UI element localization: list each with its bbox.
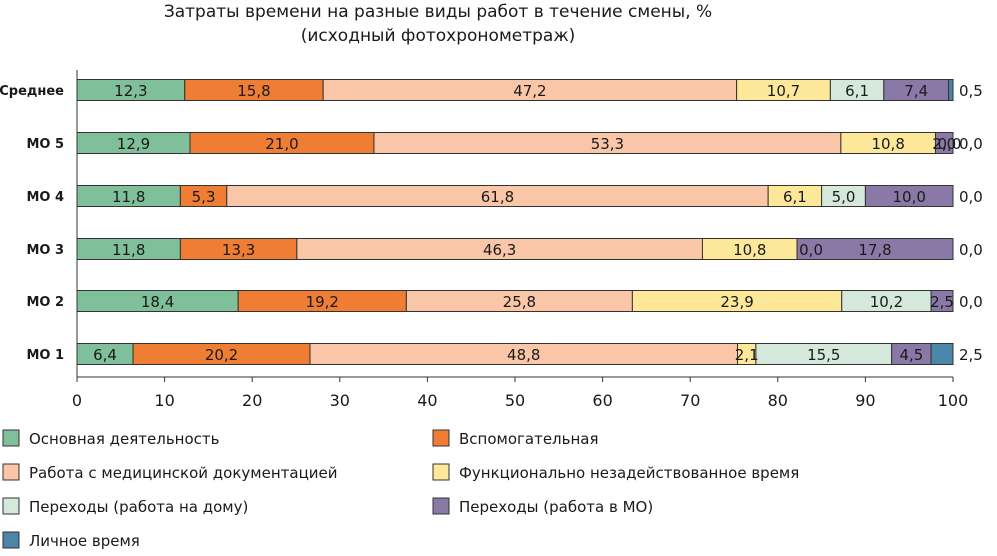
bar-segment [934, 132, 954, 154]
data-label: 4,5 [899, 346, 923, 364]
x-tick-label: 90 [855, 391, 875, 410]
data-label: 11,8 [112, 241, 145, 259]
data-label: 10,2 [870, 293, 903, 311]
data-label: 10,8 [733, 241, 766, 259]
data-label: 5,3 [192, 188, 216, 206]
data-label: 0,0 [959, 241, 983, 259]
x-tick-label: 50 [505, 391, 525, 410]
bar-segment [930, 290, 954, 312]
data-label: 10,8 [871, 135, 904, 153]
x-tick-label: 70 [680, 391, 700, 410]
data-label: 61,8 [481, 188, 514, 206]
data-label: 0,5 [959, 82, 983, 100]
data-label: 47,2 [513, 82, 546, 100]
data-label: 0,0 [959, 135, 983, 153]
data-label: 10,0 [892, 188, 925, 206]
x-tick-label: 30 [330, 391, 350, 410]
bar-segment [796, 238, 954, 260]
legend-swatch [432, 463, 450, 481]
data-label: 13,3 [222, 241, 255, 259]
data-label: 18,4 [141, 293, 174, 311]
data-label: 20,2 [205, 346, 238, 364]
data-label: 11,8 [112, 188, 145, 206]
x-tick-label: 80 [768, 391, 788, 410]
legend-label: Основная деятельность [29, 430, 220, 448]
data-label: 19,2 [306, 293, 339, 311]
data-label: 15,8 [237, 82, 270, 100]
x-axis: 0 10 20 30 40 50 60 70 80 90 100 [72, 70, 968, 410]
legend-swatch [432, 497, 450, 515]
category-label: МО 2 [26, 295, 64, 310]
data-label: 23,9 [720, 293, 753, 311]
x-tick-label: 100 [938, 391, 969, 410]
x-tick-label: 40 [417, 391, 437, 410]
legend-label: Вспомогательная [459, 430, 599, 448]
legend-swatch [432, 429, 450, 447]
data-label: 0,0 [938, 135, 962, 153]
legend-label: Работа с медицинской документацией [29, 464, 338, 482]
category-label: Среднее [0, 84, 64, 99]
data-label: 46,3 [483, 241, 516, 259]
data-label: 2,5 [930, 293, 954, 311]
category-label: МО 1 [26, 348, 64, 363]
data-label: 6,4 [93, 346, 117, 364]
legend-label: Переходы (работа на дому) [29, 498, 248, 516]
data-label: 2,0 [932, 135, 956, 153]
chart-subtitle: (исходный фотохронометраж) [301, 26, 576, 46]
legend-swatch [2, 531, 20, 549]
data-label: 6,1 [783, 188, 807, 206]
bars: Среднее 12,3 15,8 47,2 10,7 6,1 7,4 0,5 МО 5 12,9… [0, 79, 983, 365]
category-label: МО 5 [26, 137, 64, 152]
chart-title: Затраты времени на разные виды работ в т… [164, 2, 712, 22]
category-label: МО 4 [26, 190, 64, 205]
legend-swatch [2, 497, 20, 515]
data-label: 17,8 [858, 241, 891, 259]
data-label: 15,5 [807, 346, 840, 364]
category-label: МО 3 [26, 243, 64, 258]
bar-segment [930, 343, 954, 365]
x-tick-label: 0 [72, 391, 82, 410]
data-label: 21,0 [265, 135, 298, 153]
legend-label: Личное время [29, 532, 140, 550]
data-label: 10,7 [767, 82, 800, 100]
legend-swatch [2, 463, 20, 481]
bar-segment [864, 185, 954, 207]
x-tick-label: 60 [592, 391, 612, 410]
data-label: 48,8 [507, 346, 540, 364]
data-label: 6,1 [845, 82, 869, 100]
data-label: 53,3 [591, 135, 624, 153]
data-label: 2,5 [959, 346, 983, 364]
data-label: 2,1 [735, 346, 759, 364]
x-tick-label: 20 [242, 391, 262, 410]
legend-label: Функционально незадействованное время [459, 464, 799, 482]
x-tick-label: 10 [154, 391, 174, 410]
data-label: 0,0 [799, 241, 823, 259]
data-label: 5,0 [832, 188, 856, 206]
legend-swatch [2, 429, 20, 447]
data-label: 7,4 [904, 82, 928, 100]
data-label: 12,3 [114, 82, 147, 100]
data-label: 12,9 [117, 135, 150, 153]
data-label: 25,8 [503, 293, 536, 311]
legend-label: Переходы (работа в МО) [459, 498, 653, 516]
data-label: 0,0 [959, 188, 983, 206]
data-label: 0,0 [959, 293, 983, 311]
bar-segment [948, 79, 954, 101]
legend: Основная деятельность Вспомогательная Рабо… [2, 429, 799, 550]
